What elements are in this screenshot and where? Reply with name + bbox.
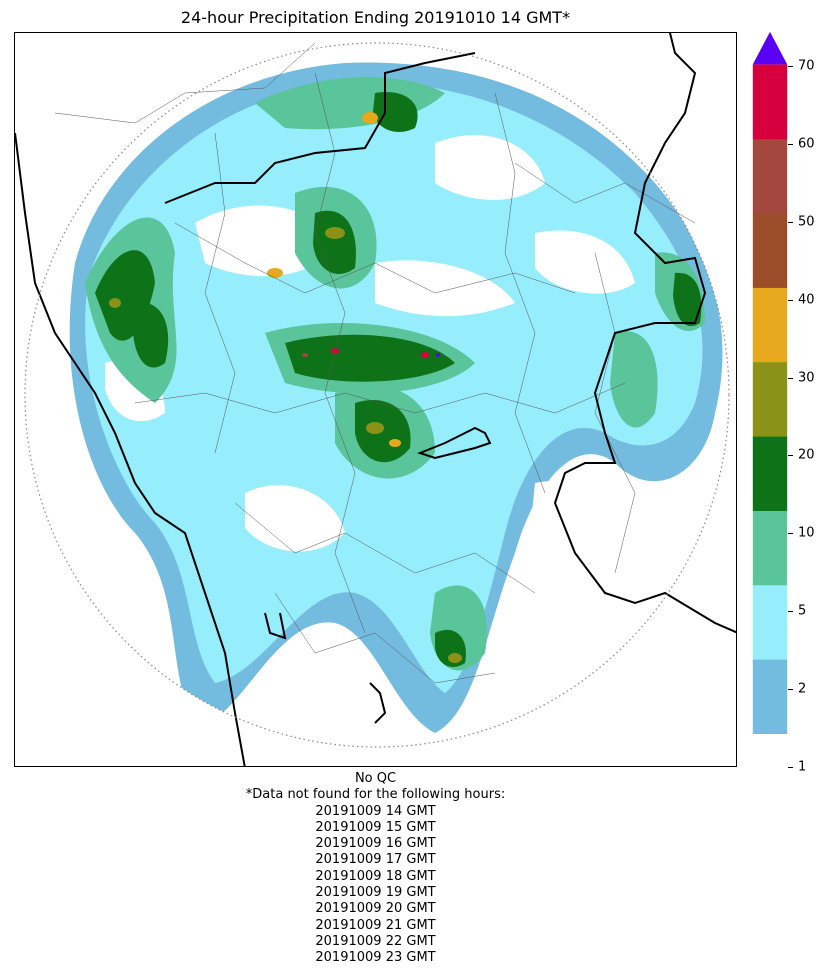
colorbar-tick-label: 40 (798, 292, 815, 308)
colorbar-bin (752, 138, 788, 214)
colorbar-tick-label: 70 (798, 58, 815, 74)
footnote: No QC *Data not found for the following … (14, 771, 737, 967)
radar-range-ring (24, 42, 730, 748)
state-boundaries (15, 33, 736, 766)
map-title: 24-hour Precipitation Ending 20191010 14… (180, 8, 571, 27)
colorbar-tick-mark (788, 377, 793, 379)
colorbar-bin (752, 64, 788, 140)
missing-hour-item: 20191009 14 GMT (315, 803, 436, 819)
colorbar-bin (752, 584, 788, 660)
colorbar-tick-mark (788, 689, 793, 691)
colorbar-tick-mark (788, 611, 793, 613)
colorbar-bin (752, 361, 788, 437)
colorbar-tick-mark (788, 455, 793, 457)
colorbar-tick-mark (788, 221, 793, 223)
colorbar-bin (752, 213, 788, 288)
missing-hour-item: 20191009 16 GMT (315, 836, 436, 852)
colorbar-tick-label: 1 (798, 759, 807, 775)
colorbar-overflow-arrow (752, 31, 788, 65)
colorbar (752, 31, 788, 734)
colorbar-tick-label: 5 (798, 603, 807, 619)
missing-hour-item: 20191009 19 GMT (315, 885, 436, 901)
map-canvas (15, 33, 736, 766)
qc-status: No QC (354, 771, 397, 786)
colorbar-bin (752, 510, 788, 586)
colorbar-tick-mark (788, 533, 793, 535)
colorbar-bin (752, 287, 788, 363)
missing-hour-item: 20191009 21 GMT (315, 917, 436, 933)
missing-hour-item: 20191009 18 GMT (315, 868, 436, 884)
colorbar-tick-mark (788, 767, 793, 768)
missing-hours-list: 20191009 14 GMT 20191009 15 GMT 20191009 1… (14, 804, 737, 967)
missing-hour-item: 20191009 15 GMT (315, 819, 436, 835)
colorbar-tick-label: 10 (798, 525, 815, 541)
precipitation-field (69, 62, 723, 733)
colorbar-tick-mark (788, 299, 793, 301)
colorbar-tick-label: 2 (798, 681, 807, 697)
colorbar-tick-label: 30 (798, 370, 815, 386)
district-boundaries (54, 42, 696, 684)
colorbar-tick-label: 20 (798, 447, 815, 463)
missing-data-header: *Data not found for the following hours: (245, 787, 506, 803)
missing-hour-item: 20191009 17 GMT (315, 852, 436, 868)
colorbar-tick-mark (788, 66, 793, 67)
precipitation-map[interactable] (14, 32, 737, 767)
missing-hour-item: 20191009 20 GMT (315, 901, 436, 917)
colorbar-bin (752, 436, 788, 511)
missing-hour-item: 20191009 22 GMT (315, 933, 436, 949)
colorbar-tick-label: 50 (798, 214, 815, 230)
colorbar-tick-mark (788, 143, 793, 145)
missing-hour-item: 20191009 23 GMT (315, 950, 436, 966)
colorbar-tick-label: 60 (798, 136, 815, 152)
colorbar-bin (752, 659, 788, 734)
